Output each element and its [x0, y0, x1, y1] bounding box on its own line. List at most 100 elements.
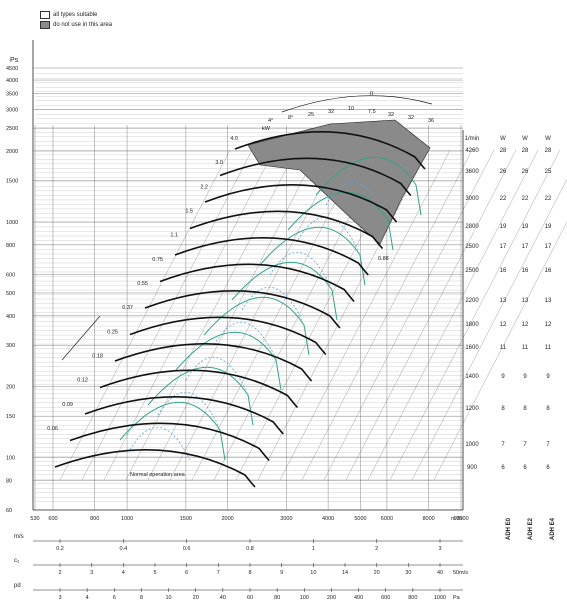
scale-tick-label: 20	[374, 570, 380, 576]
performance-curve	[54, 449, 256, 488]
rpm-cell: 28	[522, 148, 529, 154]
performance-curve	[84, 396, 284, 435]
fan-type-label: ADH E2	[528, 517, 534, 540]
angle-label: 8°	[288, 115, 293, 121]
efficiency-line-blue	[185, 356, 247, 391]
legend-item-not-use: do not use in this area	[40, 20, 112, 30]
scale-title: m/s	[14, 534, 24, 540]
angle-label: 32	[408, 115, 414, 121]
rpm-cell: 13	[500, 298, 507, 304]
x-tick-label: 3000	[280, 516, 292, 522]
scale-title: pd	[14, 583, 21, 589]
direction-arrow	[61, 315, 101, 361]
performance-curve	[189, 210, 384, 250]
kw-label: 0.18	[92, 354, 103, 360]
efficiency-line-green	[175, 332, 282, 391]
efficiency-line-blue	[241, 286, 303, 321]
rpm-cell: 16	[545, 268, 552, 274]
scale-tick-label: 3	[90, 570, 93, 576]
rpm-cell: 7	[501, 442, 505, 448]
rpm-cell: 12	[522, 322, 529, 328]
kw-label: 0.75	[152, 257, 163, 263]
legend-swatch-suitable	[40, 11, 50, 19]
efficiency-lines	[119, 157, 422, 461]
y-tick-label: 1000	[6, 220, 18, 226]
kw-label: 4.0	[230, 136, 238, 142]
rpm-cell: 7	[546, 442, 550, 448]
performance-curve	[174, 237, 369, 276]
scale-tick-label: 3	[438, 546, 441, 552]
rpm-cell: 17	[522, 244, 529, 250]
performance-curve	[144, 290, 341, 329]
efficiency-line-blue	[213, 321, 275, 356]
performance-curve	[99, 369, 299, 409]
kw-label: 0.37	[122, 305, 133, 311]
kw-label: 2.2	[200, 184, 208, 190]
rpm-cell: 19	[500, 224, 507, 230]
efficiency-line-green	[147, 367, 254, 426]
scale-tick-label: 2	[375, 546, 378, 552]
y-tick-label: 100	[6, 456, 15, 462]
kw-label: 1.1	[170, 233, 178, 239]
rpm-cell: 1200	[465, 406, 479, 412]
diagonal-line	[125, 149, 297, 481]
x-tick-label: 800	[90, 516, 99, 522]
rpm-cell: 11	[500, 345, 507, 351]
rpm-cell: 19	[522, 224, 529, 230]
scale-unit: Pa	[453, 595, 461, 601]
efficiency-line-green	[231, 262, 338, 321]
legend-label-suitable: all types suitable	[53, 12, 98, 18]
kw-unit: kW	[262, 126, 271, 132]
kw-label: 3.0	[215, 160, 223, 166]
scale-tick-label: 60	[247, 595, 253, 601]
x-tick-label: 600	[48, 516, 57, 522]
diagonal-line	[279, 149, 451, 481]
fan-type-label: ADH E4	[550, 517, 556, 540]
diagonal-line	[345, 149, 517, 481]
scale-tick-label: 1	[312, 546, 315, 552]
scale-tick-label: 40	[220, 595, 226, 601]
rpm-header: 1/min	[465, 136, 480, 142]
rpm-cell: 1800	[465, 322, 479, 328]
rpm-cell: 17	[545, 244, 552, 250]
scale-tick-label: 80	[274, 595, 280, 601]
rpm-header: W	[500, 136, 506, 142]
y-tick-label: 2000	[6, 149, 18, 155]
rpm-cell: 1600	[465, 345, 479, 351]
rpm-cell: 2500	[465, 268, 479, 274]
scale-tick-label: 4	[86, 595, 89, 601]
axis-labels: Ps45004000350030002500200015001000800600…	[6, 57, 434, 514]
kw-label: 0.25	[107, 329, 118, 335]
rpm-cell: 6	[546, 465, 550, 471]
efficiency-line-blue	[157, 391, 219, 426]
y-tick-label: 800	[6, 243, 15, 249]
performance-curve	[234, 131, 426, 170]
rpm-cell: 12	[500, 322, 507, 328]
rpm-cell: 2200	[465, 298, 479, 304]
rpm-cell: 900	[467, 465, 478, 471]
y-tick-label: 600	[6, 272, 15, 278]
rpm-cell: 9	[523, 374, 527, 380]
legend-label-not-use: do not use in this area	[53, 22, 113, 28]
rpm-cell: 3600	[465, 169, 479, 175]
performance-curve	[129, 316, 327, 356]
x-tick-label: 2000	[221, 516, 233, 522]
x-tick-label: 8000	[423, 516, 435, 522]
scale-tick-label: 6	[185, 570, 188, 576]
scale-unit: 50m/s	[453, 570, 468, 576]
y-axis-title: Ps	[10, 57, 19, 64]
angle-label: 7.5	[368, 109, 376, 115]
normal-area-label: Normal operation area	[130, 472, 186, 478]
scale-tick-label: 0.6	[183, 546, 191, 552]
x-tick-label: 1500	[180, 516, 192, 522]
scale-tick-label: 2	[58, 570, 61, 576]
scale-tick-label: 200	[327, 595, 336, 601]
performance-curve	[159, 263, 355, 303]
diagonal-line	[191, 149, 363, 481]
scale-tick-label: 5	[153, 570, 156, 576]
x-tick-label: 4000	[322, 516, 334, 522]
x-tick-label: 1000	[121, 516, 133, 522]
rpm-header: W	[545, 136, 551, 142]
efficiency-line-blue	[297, 216, 359, 251]
